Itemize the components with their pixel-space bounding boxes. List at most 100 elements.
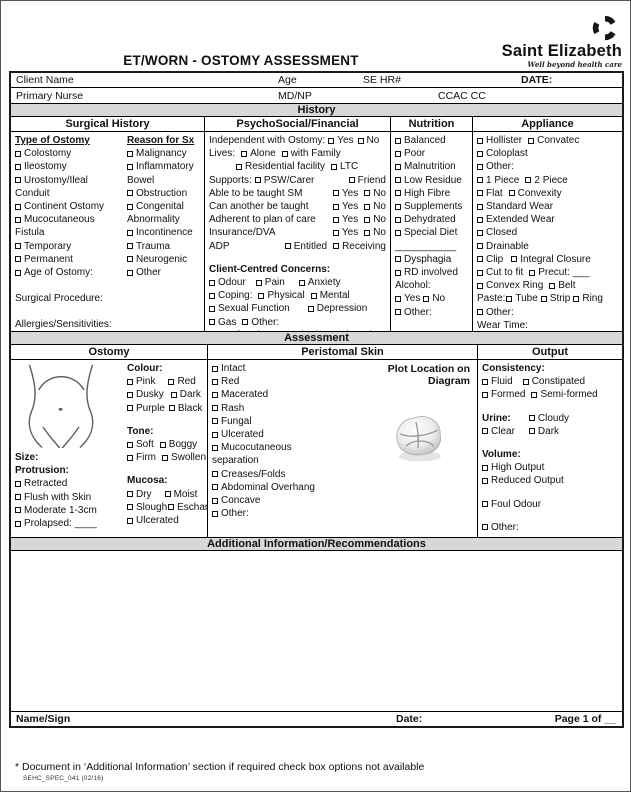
checkbox[interactable] xyxy=(15,520,21,527)
checkbox[interactable] xyxy=(209,306,215,313)
checkbox[interactable] xyxy=(127,243,133,250)
checkbox[interactable] xyxy=(15,243,21,250)
additional-info-area[interactable] xyxy=(11,551,622,711)
checkbox[interactable] xyxy=(127,256,133,263)
checkbox[interactable] xyxy=(15,150,21,157)
checkbox[interactable] xyxy=(212,365,218,372)
checkbox[interactable] xyxy=(364,190,371,197)
checkbox[interactable] xyxy=(168,504,175,511)
checkbox[interactable] xyxy=(127,454,133,461)
checkbox[interactable] xyxy=(236,164,242,170)
checkbox[interactable] xyxy=(506,296,513,303)
checkbox[interactable] xyxy=(395,296,401,303)
checkbox[interactable] xyxy=(168,378,175,385)
checkbox[interactable] xyxy=(310,292,317,299)
checkbox[interactable] xyxy=(127,441,133,448)
checkbox[interactable] xyxy=(540,296,547,303)
checkbox[interactable] xyxy=(348,177,355,184)
checkbox[interactable] xyxy=(168,405,175,412)
checkbox[interactable] xyxy=(423,296,430,303)
checkbox[interactable] xyxy=(573,296,580,303)
checkbox[interactable] xyxy=(395,203,401,210)
checkbox[interactable] xyxy=(332,203,339,210)
checkbox[interactable] xyxy=(212,484,218,491)
checkbox[interactable] xyxy=(477,243,483,250)
checkbox[interactable] xyxy=(242,319,249,326)
checkbox[interactable] xyxy=(127,150,133,157)
checkbox[interactable] xyxy=(395,309,401,316)
checkbox[interactable] xyxy=(159,441,166,448)
checkbox[interactable] xyxy=(395,190,401,197)
checkbox[interactable] xyxy=(209,279,215,286)
checkbox[interactable] xyxy=(332,230,339,237)
checkbox[interactable] xyxy=(281,150,288,157)
checkbox[interactable] xyxy=(212,418,218,425)
checkbox[interactable] xyxy=(127,378,133,385)
checkbox[interactable] xyxy=(254,177,261,184)
checkbox[interactable] xyxy=(212,405,218,412)
body-diagram-image[interactable] xyxy=(15,362,107,449)
checkbox[interactable] xyxy=(15,481,21,487)
checkbox[interactable] xyxy=(508,190,515,197)
checkbox[interactable] xyxy=(328,137,335,144)
checkbox[interactable] xyxy=(209,292,215,299)
checkbox[interactable] xyxy=(127,230,133,237)
checkbox[interactable] xyxy=(549,282,556,289)
checkbox[interactable] xyxy=(482,501,488,508)
checkbox[interactable] xyxy=(209,319,215,326)
checkbox[interactable] xyxy=(395,216,401,223)
checkbox[interactable] xyxy=(258,292,265,299)
checkbox[interactable] xyxy=(477,309,483,316)
checkbox[interactable] xyxy=(15,203,21,210)
checkbox[interactable] xyxy=(15,507,21,514)
checkbox[interactable] xyxy=(477,190,483,197)
checkbox[interactable] xyxy=(395,177,401,184)
checkbox[interactable] xyxy=(212,444,218,451)
checkbox[interactable] xyxy=(15,164,21,170)
checkbox[interactable] xyxy=(477,203,483,210)
checkbox[interactable] xyxy=(212,510,218,517)
checkbox[interactable] xyxy=(332,190,339,197)
checkbox[interactable] xyxy=(212,392,218,398)
checkbox[interactable] xyxy=(298,279,305,286)
checkbox[interactable] xyxy=(477,230,483,237)
checkbox[interactable] xyxy=(482,378,488,385)
checkbox[interactable] xyxy=(331,164,338,170)
checkbox[interactable] xyxy=(482,392,488,398)
checkbox[interactable] xyxy=(522,378,529,385)
checkbox[interactable] xyxy=(531,392,538,398)
checkbox[interactable] xyxy=(529,269,536,276)
checkbox[interactable] xyxy=(364,216,371,223)
checkbox[interactable] xyxy=(477,269,483,276)
checkbox[interactable] xyxy=(511,256,518,263)
checkbox[interactable] xyxy=(477,164,483,170)
checkbox[interactable] xyxy=(127,405,133,412)
checkbox[interactable] xyxy=(364,203,371,210)
checkbox[interactable] xyxy=(15,256,21,263)
checkbox[interactable] xyxy=(528,428,535,435)
checkbox[interactable] xyxy=(127,491,133,498)
checkbox[interactable] xyxy=(164,491,171,498)
checkbox[interactable] xyxy=(528,137,535,144)
checkbox[interactable] xyxy=(127,164,133,170)
checkbox[interactable] xyxy=(127,392,133,398)
checkbox[interactable] xyxy=(212,378,218,385)
checkbox[interactable] xyxy=(15,216,21,223)
checkbox[interactable] xyxy=(477,177,483,184)
checkbox[interactable] xyxy=(477,150,483,157)
checkbox[interactable] xyxy=(127,269,133,276)
checkbox[interactable] xyxy=(364,230,371,237)
checkbox[interactable] xyxy=(477,216,483,223)
checkbox[interactable] xyxy=(525,177,532,184)
checkbox[interactable] xyxy=(477,137,483,144)
checkbox[interactable] xyxy=(170,392,177,398)
checkbox[interactable] xyxy=(15,269,21,276)
checkbox[interactable] xyxy=(332,216,339,223)
checkbox[interactable] xyxy=(162,454,168,461)
checkbox[interactable] xyxy=(307,306,314,313)
checkbox[interactable] xyxy=(284,243,291,250)
checkbox[interactable] xyxy=(255,279,262,286)
checkbox[interactable] xyxy=(127,203,133,210)
checkbox[interactable] xyxy=(127,517,133,524)
checkbox[interactable] xyxy=(357,137,364,144)
